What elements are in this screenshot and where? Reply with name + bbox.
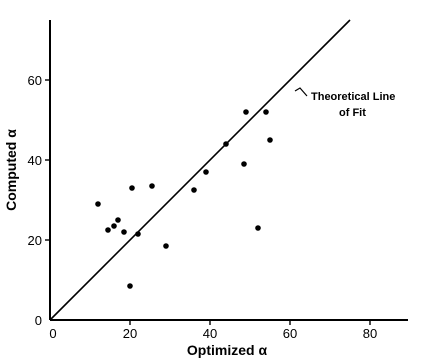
axes [49, 20, 408, 321]
data-point [263, 109, 269, 115]
annotation-leader [294, 87, 308, 97]
data-point [121, 229, 127, 235]
x-tick-label: 20 [123, 326, 137, 341]
y-tick-label: 60 [28, 73, 42, 88]
data-point [243, 109, 249, 115]
y-tick-label: 20 [28, 233, 42, 248]
fit-line-annotation: Theoretical Line of Fit [294, 87, 395, 119]
tick-labels: 0 20 40 60 80 0 20 40 60 [28, 73, 378, 341]
x-tick-label: 60 [283, 326, 297, 341]
y-tick-label: 40 [28, 153, 42, 168]
data-point [127, 283, 133, 289]
data-point [135, 231, 141, 237]
y-axis-title: Computed α [3, 129, 19, 211]
theoretical-fit-line [49, 19, 351, 321]
data-point [95, 201, 101, 207]
data-point [223, 141, 229, 147]
data-point [111, 223, 117, 229]
x-tick-label: 40 [203, 326, 217, 341]
data-point [105, 227, 111, 233]
data-point [115, 217, 121, 223]
x-tick-label: 0 [49, 326, 56, 341]
x-axis-title: Optimized α [187, 342, 268, 358]
y-tick-label: 0 [35, 313, 42, 328]
data-point [255, 225, 261, 231]
data-point [191, 187, 197, 193]
ticks [45, 79, 371, 325]
annotation-line-2: of Fit [339, 107, 366, 119]
data-points [95, 109, 273, 289]
x-tick-label: 80 [363, 326, 377, 341]
data-point [163, 243, 169, 249]
data-point [149, 183, 155, 189]
data-point [267, 137, 273, 143]
data-point [203, 169, 209, 175]
annotation-line-1: Theoretical Line [311, 91, 395, 103]
data-point [129, 185, 135, 191]
data-point [241, 161, 247, 167]
